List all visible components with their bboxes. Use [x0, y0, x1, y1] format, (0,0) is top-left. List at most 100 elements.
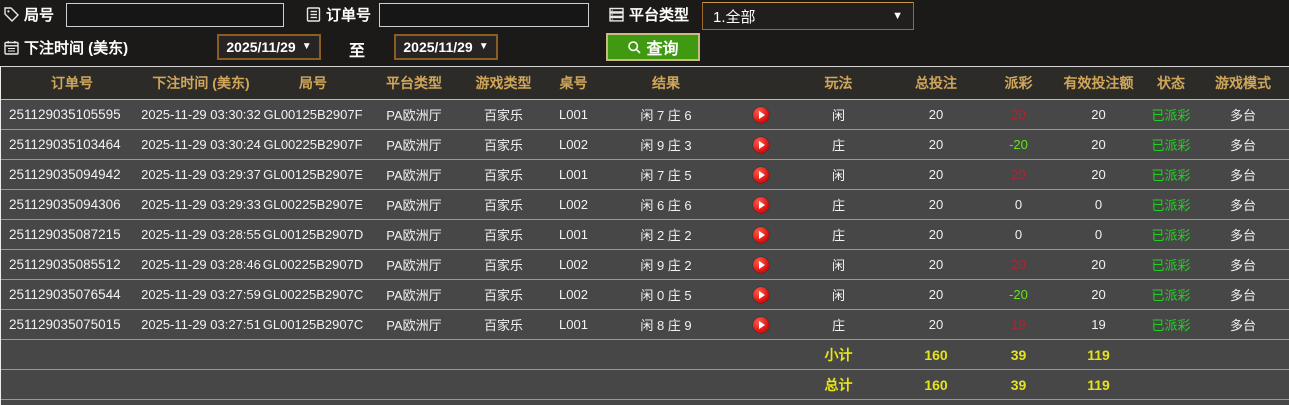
- cell-payout: 20: [1011, 257, 1026, 272]
- total-row-total-bet: 160: [924, 376, 948, 393]
- result-video-cell: [731, 250, 791, 279]
- query-button[interactable]: 查询: [606, 33, 700, 61]
- cell-table-no: L001: [559, 227, 588, 242]
- tag-icon: [3, 6, 20, 23]
- cell-game-no: GL00125B2907F: [263, 107, 363, 122]
- cell-platform: PA欧洲厅: [386, 288, 442, 303]
- play-icon[interactable]: [753, 136, 769, 153]
- column-header: 结果: [652, 75, 680, 91]
- cell-result: 闲 0 庄 5: [640, 288, 692, 303]
- empty-cell: [1146, 340, 1196, 369]
- cell-bet-time: 2025-11-29 03:28:46: [141, 257, 261, 272]
- cell-game-no: GL00225B2907C: [262, 287, 364, 302]
- table-row: 251129035075015 2025-11-29 03:27:51 GL0012…: [1, 310, 1289, 340]
- column-header: 总投注: [915, 75, 957, 91]
- column-header: 有效投注额: [1063, 75, 1134, 91]
- subtotal-row: 小计 160 39 119: [1, 340, 1289, 370]
- column-header: 平台类型: [386, 75, 442, 91]
- cell-payout: 20: [1011, 167, 1026, 182]
- total-row: 总计 160 39 119: [1, 370, 1289, 400]
- cell-total-bet: 20: [928, 287, 944, 302]
- cell-result: 闲 9 庄 2: [640, 258, 692, 273]
- cell-valid-bet: 20: [1091, 257, 1106, 272]
- subtotal-row-total-bet: 160: [924, 346, 948, 363]
- order-no-label-group: 订单号: [305, 4, 371, 25]
- play-icon[interactable]: [753, 256, 769, 273]
- play-icon[interactable]: [753, 226, 769, 243]
- subtotal-row-payout: 39: [1010, 346, 1027, 363]
- cell-valid-bet: 20: [1091, 167, 1106, 182]
- cell-valid-bet: 19: [1091, 317, 1106, 332]
- result-video-cell: [731, 160, 791, 189]
- column-header: 玩法: [824, 75, 853, 91]
- cell-game-type: 百家乐: [483, 228, 523, 243]
- cell-game-type: 百家乐: [483, 288, 523, 303]
- cell-order-no: 251129035094942: [9, 167, 121, 182]
- cell-valid-bet: 20: [1091, 107, 1106, 122]
- game-no-input[interactable]: [66, 3, 284, 27]
- cell-platform: PA欧洲厅: [386, 108, 442, 123]
- play-icon[interactable]: [753, 316, 769, 333]
- empty-cell: [143, 340, 259, 369]
- cell-mode: 多台: [1229, 168, 1256, 183]
- cell-game-no: GL00225B2907D: [262, 257, 364, 272]
- total-row-payout: 39: [1010, 376, 1027, 393]
- cell-game-no: GL00125B2907D: [262, 227, 364, 242]
- table-row: 251129035087215 2025-11-29 03:28:55 GL0012…: [1, 220, 1289, 250]
- column-header: 下注时间 (美东): [152, 75, 250, 91]
- cell-status: 已派彩: [1151, 108, 1191, 123]
- cell-platform: PA欧洲厅: [386, 138, 442, 153]
- cell-bet-time: 2025-11-29 03:29:33: [141, 197, 261, 212]
- cell-status: 已派彩: [1151, 138, 1191, 153]
- order-no-label: 订单号: [326, 7, 372, 24]
- play-icon[interactable]: [753, 106, 769, 123]
- subtotal-row-label: 小计: [824, 346, 853, 363]
- cell-result: 闲 9 庄 3: [640, 138, 692, 153]
- cell-total-bet: 20: [928, 167, 944, 182]
- date-to-label: 至: [349, 43, 366, 60]
- cell-total-bet: 20: [928, 137, 944, 152]
- cell-play: 庄: [831, 198, 845, 213]
- play-icon[interactable]: [753, 286, 769, 303]
- cell-status: 已派彩: [1151, 168, 1191, 183]
- cell-table-no: L002: [559, 287, 588, 302]
- empty-cell: [1146, 370, 1196, 399]
- result-video-cell: [731, 310, 791, 339]
- platform-type-select[interactable]: 1.全部 ▼: [702, 2, 914, 30]
- empty-cell: [1, 340, 143, 369]
- cell-platform: PA欧洲厅: [386, 258, 442, 273]
- cell-game-type: 百家乐: [483, 258, 523, 273]
- cell-bet-time: 2025-11-29 03:30:32: [141, 107, 261, 122]
- empty-cell: [1196, 370, 1289, 399]
- cell-play: 闲: [831, 168, 845, 183]
- column-header: 桌号: [559, 75, 588, 91]
- chevron-down-icon: ▼: [301, 41, 312, 52]
- cell-mode: 多台: [1229, 108, 1256, 123]
- game-no-label-group: 局号: [3, 4, 54, 25]
- play-icon[interactable]: [753, 166, 769, 183]
- play-icon[interactable]: [753, 196, 769, 213]
- date-to-picker[interactable]: 2025/11/29 ▼: [394, 34, 498, 60]
- cell-valid-bet: 0: [1094, 197, 1103, 212]
- date-from-picker[interactable]: 2025/11/29 ▼: [217, 34, 321, 60]
- cell-payout: 0: [1014, 197, 1023, 212]
- subtotal-row-valid-bet: 119: [1087, 346, 1110, 363]
- cell-total-bet: 20: [928, 227, 944, 242]
- table-row: 251129035076544 2025-11-29 03:27:59 GL0022…: [1, 280, 1289, 310]
- cell-result: 闲 8 庄 9: [640, 318, 692, 333]
- order-no-input[interactable]: [379, 3, 589, 27]
- query-button-label: 查询: [646, 41, 679, 58]
- bet-time-label: 下注时间 (美东): [24, 40, 129, 57]
- cell-play: 庄: [831, 228, 845, 243]
- server-stack-icon: [608, 6, 625, 23]
- cell-mode: 多台: [1229, 258, 1256, 273]
- cell-game-no: GL00125B2907E: [263, 167, 363, 182]
- table-body: 251129035105595 2025-11-29 03:30:32 GL0012…: [1, 100, 1289, 400]
- cell-valid-bet: 20: [1091, 137, 1106, 152]
- cell-game-no: GL00225B2907E: [263, 197, 363, 212]
- bet-records-table: 订单号 下注时间 (美东) 局号 平台类型 游戏类型 桌号 结果 玩法 总投注 派彩 有效投注额 状态…: [0, 66, 1289, 405]
- cell-platform: PA欧洲厅: [386, 198, 442, 213]
- cell-status: 已派彩: [1151, 198, 1191, 213]
- date-to-value: 2025/11/29: [403, 39, 473, 55]
- cell-play: 庄: [831, 138, 845, 153]
